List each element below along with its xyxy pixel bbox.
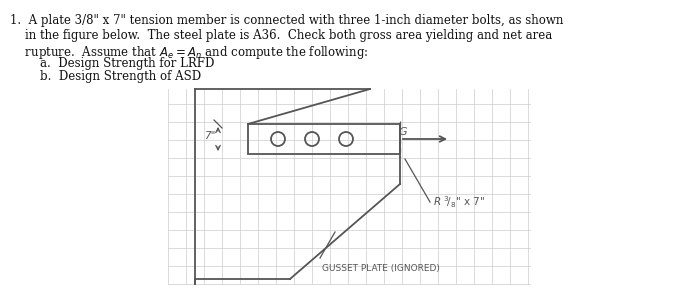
Text: $G$: $G$: [398, 125, 408, 137]
Text: rupture.  Assume that $A_e = A_n$ and compute the following:: rupture. Assume that $A_e = A_n$ and com…: [10, 44, 368, 61]
Text: GUSSET PLATE (IGNORED): GUSSET PLATE (IGNORED): [322, 264, 440, 273]
Text: a.  Design Strength for LRFD: a. Design Strength for LRFD: [10, 57, 214, 70]
Text: 1.  A plate 3/8" x 7" tension member is connected with three 1-inch diameter bol: 1. A plate 3/8" x 7" tension member is c…: [10, 14, 564, 27]
Text: 7": 7": [204, 131, 215, 141]
Bar: [248, 124, 400, 154]
Text: b.  Design Strength of ASD: b. Design Strength of ASD: [10, 70, 201, 83]
Text: $R\ ^3\!/_8$" x 7": $R\ ^3\!/_8$" x 7": [433, 194, 485, 210]
Text: in the figure below.  The steel plate is A36.  Check both gross area yielding an: in the figure below. The steel plate is …: [10, 29, 552, 42]
